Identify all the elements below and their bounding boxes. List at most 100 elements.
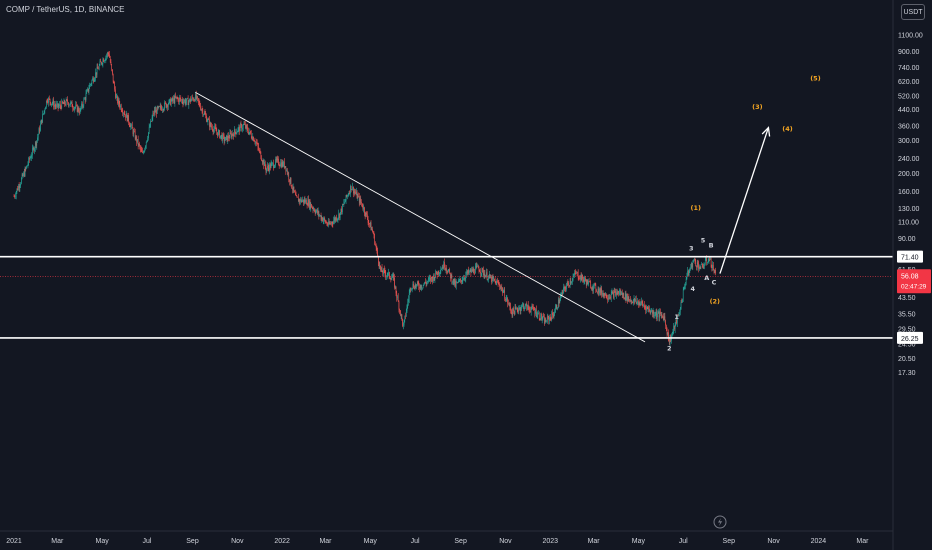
candle-body (284, 161, 285, 168)
candle-body (197, 96, 198, 99)
candle-body (189, 98, 190, 102)
candle-body (702, 266, 704, 268)
candle-body (343, 202, 345, 205)
candle-body (660, 314, 662, 315)
candle-body (663, 316, 665, 321)
time-axis[interactable]: 2021 Mar May Jul Sep Nov 2022 Mar May Jul Sep Nov 20… (6, 538, 869, 545)
candle-body (602, 293, 604, 297)
candle-body (512, 308, 514, 316)
candle-body (61, 101, 63, 109)
candle-body (212, 130, 214, 132)
candle-body (242, 128, 243, 130)
candle-body (513, 311, 515, 315)
candle-body (258, 146, 259, 150)
candle-body (396, 293, 398, 298)
candle-body (123, 113, 125, 115)
candle-body (79, 108, 81, 113)
candle-body (564, 286, 566, 289)
candle-body (486, 272, 487, 276)
candle-body (345, 200, 346, 203)
candle-body (193, 99, 195, 101)
candle-body (626, 293, 627, 301)
candle-body (440, 270, 442, 273)
candle-body (484, 273, 486, 278)
candle-body (239, 124, 241, 132)
candle-body (452, 281, 453, 283)
candle-body (430, 276, 432, 281)
price-tick-label: 90.00 (898, 236, 916, 243)
candle-body (535, 309, 536, 314)
candle-body (529, 308, 530, 311)
candle-body (68, 102, 69, 106)
candle-body (387, 272, 389, 276)
candle-body (620, 291, 622, 295)
candle-body (248, 131, 249, 134)
candle-body (707, 262, 708, 263)
candle-body (448, 269, 450, 271)
candle-body (366, 212, 367, 215)
candle-body (652, 311, 654, 314)
candle-body (483, 269, 484, 276)
candle-body (234, 129, 235, 137)
candle-body (608, 297, 610, 299)
candle-body (138, 143, 140, 146)
candle-body (27, 163, 29, 166)
candle-body (577, 272, 578, 273)
lightning-icon[interactable] (713, 515, 727, 529)
candle-body (142, 151, 143, 153)
time-tick-label: Mar (856, 538, 869, 545)
candle-body (244, 124, 245, 125)
candle-body (349, 192, 351, 194)
candle-body (273, 162, 274, 168)
candle-body (577, 272, 579, 279)
currency-unit-button[interactable]: USDT (901, 4, 925, 20)
candle-body (715, 270, 716, 274)
candle-body (540, 313, 542, 320)
candle-body (439, 272, 440, 274)
candle-body (616, 292, 617, 296)
candle-body (436, 273, 438, 275)
candle-body (21, 178, 22, 184)
candle-body (191, 97, 193, 100)
candle-body (165, 103, 167, 108)
wave-labels-layer: 1 2 3 4 5 A B C (1) (2) (3) (4) (5) (667, 75, 821, 353)
candle-body (39, 128, 41, 131)
candle-body (661, 314, 663, 316)
candle-body (300, 198, 301, 202)
candle-body (696, 262, 698, 267)
candle-body (318, 211, 320, 216)
candle-body (24, 168, 26, 177)
candle-body (129, 122, 130, 126)
candle-body (567, 282, 569, 284)
candle-body (386, 275, 388, 277)
candle-body (260, 151, 262, 159)
candle-body (118, 99, 120, 105)
candle-body (30, 157, 32, 159)
candle-body (97, 67, 99, 69)
candle-body (48, 98, 49, 103)
candle-body (45, 107, 46, 110)
candle-body (173, 98, 175, 103)
candle-body (307, 199, 309, 206)
candle-body (441, 267, 443, 270)
candle-body (214, 126, 215, 130)
candle-body (316, 209, 317, 212)
candle-body (324, 218, 326, 221)
candle-body (49, 98, 51, 103)
candle-body (132, 128, 134, 135)
candle-body (501, 287, 503, 289)
candle-body (306, 200, 307, 205)
candle-body (583, 279, 585, 282)
wave-label: B (709, 241, 714, 249)
candle-body (365, 212, 367, 216)
candle-body (502, 292, 504, 293)
candle-body (210, 122, 212, 127)
candle-body (523, 304, 525, 310)
candle-body (220, 134, 222, 136)
candle-body (249, 130, 251, 133)
candle-body (206, 121, 208, 123)
candle-body (273, 167, 275, 168)
candle-body (301, 200, 303, 202)
candle-body (548, 317, 550, 321)
